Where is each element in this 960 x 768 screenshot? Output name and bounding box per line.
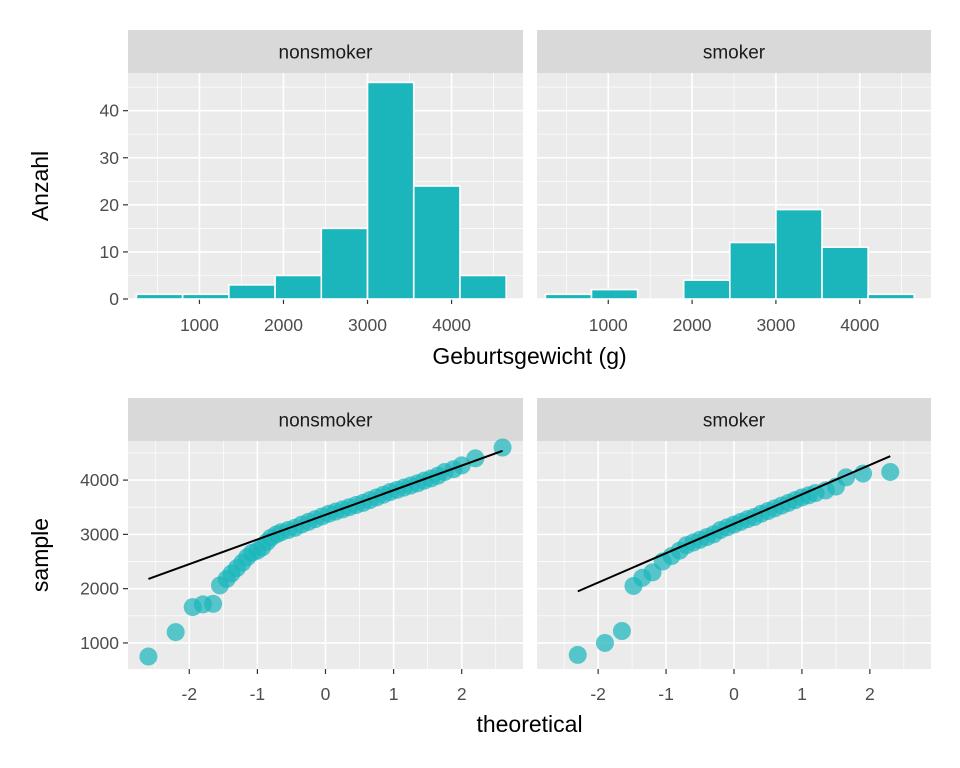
x-tick-label: 4000	[840, 315, 879, 335]
x-tick-label: -2	[590, 684, 606, 704]
qq-point	[595, 633, 614, 652]
y-tick-label: 30	[100, 148, 120, 168]
facet-strip	[128, 30, 523, 73]
histogram-bar	[867, 293, 916, 300]
histogram-bar	[821, 246, 869, 300]
facet-panel-nonsmoker: nonsmoker -2 -1 0 1 2 1000 2000 3000 4000	[80, 398, 523, 704]
y-axis-title: sample	[27, 518, 53, 592]
y-tick-label: 0	[109, 289, 119, 309]
x-tick-label: 1000	[180, 315, 219, 335]
facet-panel-smoker: smoker 1000 2000 3000 4000	[537, 30, 931, 335]
x-tick-label: 4000	[432, 315, 471, 335]
qq-plot-chart: nonsmoker -2 -1 0 1 2 1000 2000 3000 4000 smoker -2…	[27, 398, 931, 737]
x-tick-label: 0	[321, 684, 331, 704]
facet-strip-label: smoker	[703, 411, 766, 432]
x-tick-label: 0	[729, 684, 739, 704]
qq-point	[568, 645, 587, 664]
x-tick-label: 1	[389, 684, 399, 704]
histogram-bar	[320, 227, 369, 300]
facet-panel-smoker: smoker -2 -1 0 1 2	[537, 398, 931, 704]
histogram-bar	[412, 185, 461, 300]
histogram-bar	[135, 293, 184, 300]
x-tick-label: -1	[250, 684, 266, 704]
histogram-bar	[274, 274, 323, 300]
x-tick-label: 3000	[348, 315, 387, 335]
qq-point	[204, 594, 223, 613]
histogram-bar	[459, 274, 507, 300]
histogram-bar	[228, 284, 276, 300]
histogram-bar	[181, 293, 230, 300]
x-tick-label: -2	[182, 684, 198, 704]
y-tick-label: 3000	[80, 524, 119, 544]
x-tick-label: 1000	[589, 315, 628, 335]
qq-point	[139, 647, 158, 666]
histogram-bar	[775, 208, 823, 300]
facet-strip-label: smoker	[703, 43, 766, 64]
x-axis-title: theoretical	[476, 711, 582, 737]
histogram-bar	[590, 288, 639, 300]
x-tick-label: -1	[658, 684, 674, 704]
y-tick-label: 2000	[80, 579, 119, 599]
qq-point	[166, 623, 185, 642]
facet-strip-label: nonsmoker	[279, 411, 374, 432]
y-tick-label: 40	[100, 101, 120, 121]
facet-strip-label: nonsmoker	[279, 43, 374, 64]
facet-strip	[537, 30, 931, 73]
histogram-bar	[366, 81, 415, 300]
histogram-bar	[682, 279, 731, 300]
qq-reference-line	[148, 449, 503, 580]
x-tick-label: 3000	[756, 315, 795, 335]
histogram-chart: nonsmoker 1000 2000 3000 4000 0 10 20 30 40 smoker…	[27, 30, 931, 369]
facet-panel-nonsmoker: nonsmoker 1000 2000 3000 4000 0 10 20 30 40	[100, 30, 523, 335]
x-tick-label: 2000	[673, 315, 712, 335]
qq-point	[612, 622, 631, 640]
qq-point	[881, 462, 900, 481]
qq-reference-line	[577, 455, 891, 593]
facet-strip	[537, 398, 931, 441]
histogram-bar	[729, 241, 777, 300]
y-tick-label: 10	[100, 242, 120, 262]
x-tick-label: 2000	[264, 315, 303, 335]
y-axis-title: Anzahl	[27, 151, 53, 221]
facet-strip	[128, 398, 523, 441]
x-tick-label: 2	[865, 684, 875, 704]
histogram-bar	[544, 293, 593, 300]
x-axis-title: Geburtsgewicht (g)	[432, 343, 626, 369]
y-tick-label: 1000	[80, 633, 119, 653]
y-tick-label: 20	[100, 195, 120, 215]
x-tick-label: 2	[457, 684, 467, 704]
y-tick-label: 4000	[80, 470, 119, 490]
x-tick-label: 1	[797, 684, 807, 704]
